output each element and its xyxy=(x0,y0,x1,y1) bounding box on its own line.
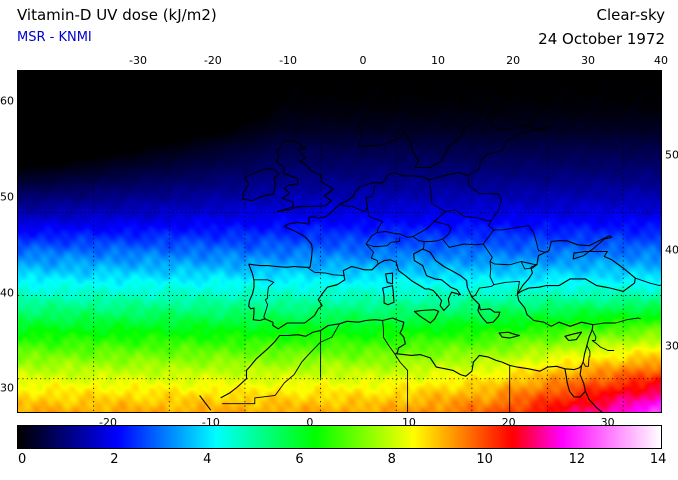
coastline xyxy=(134,74,216,101)
coastline xyxy=(564,331,583,342)
axis-tick-top: -10 xyxy=(279,54,298,67)
coastline xyxy=(635,277,661,287)
axis-tick-right: 50 xyxy=(665,148,678,162)
coastline xyxy=(582,356,590,367)
colorbar-tick: 12 xyxy=(568,452,586,467)
coastline xyxy=(498,331,521,339)
coastline xyxy=(516,293,594,366)
coastline xyxy=(382,320,397,355)
coastline-paths xyxy=(134,71,661,412)
axis-tick-left: 40 xyxy=(0,286,14,300)
coastline xyxy=(442,219,495,248)
coastline xyxy=(482,243,537,266)
colorbar-tick: 2 xyxy=(110,452,119,467)
axis-tick-left: 60 xyxy=(0,94,14,108)
coastline xyxy=(428,179,446,212)
coastline xyxy=(382,285,395,306)
axis-tick-left: 50 xyxy=(0,190,14,204)
coastline xyxy=(422,241,425,251)
coastline xyxy=(377,231,425,242)
coastline xyxy=(220,317,583,399)
coastline xyxy=(516,235,636,295)
colorbar-tick: 6 xyxy=(295,452,304,467)
colorbar-tick: 10 xyxy=(476,452,493,467)
page-title: Vitamin-D UV dose (kJ/m2) xyxy=(17,6,217,24)
colorbar-tick-labels: 0 2 4 6 8 10 12 14 xyxy=(17,452,666,470)
axis-tick-top: -20 xyxy=(203,54,222,67)
coastline xyxy=(365,243,379,265)
condition-label: Clear-sky xyxy=(596,6,665,24)
axis-tick-right: 40 xyxy=(665,243,678,257)
coastline xyxy=(199,395,212,411)
coastline xyxy=(433,209,492,222)
colorbar-tick: 0 xyxy=(18,452,27,467)
coastline xyxy=(365,232,401,247)
coastline xyxy=(358,82,552,169)
colorbar-tick: 8 xyxy=(387,452,396,467)
axis-tick-top: 0 xyxy=(359,54,367,67)
axis-tick-top: -30 xyxy=(128,54,147,67)
axis-tick-top: 30 xyxy=(581,54,596,67)
axis-tick-bottom: 0 xyxy=(306,416,314,429)
coastline xyxy=(586,345,591,357)
coastline xyxy=(306,266,345,277)
coastline xyxy=(365,197,384,233)
coastline xyxy=(520,261,538,270)
axis-tick-top: 40 xyxy=(654,54,668,67)
coastline xyxy=(254,279,275,319)
date-label: 24 October 1972 xyxy=(538,30,665,48)
source-label: MSR - KNMI xyxy=(17,30,92,45)
coastline xyxy=(413,309,440,324)
graticule-grid xyxy=(18,71,661,412)
map-overlay xyxy=(18,71,661,412)
coastline xyxy=(357,71,432,147)
coastline xyxy=(248,248,501,330)
coastline xyxy=(222,323,340,405)
colorbar-tick: 14 xyxy=(649,452,667,467)
colorbar-gradient xyxy=(17,425,662,449)
coastline xyxy=(592,317,641,326)
axis-tick-top: 10 xyxy=(431,54,445,67)
coastline xyxy=(579,365,603,412)
colorbar-tick: 4 xyxy=(203,452,212,467)
coastline xyxy=(591,329,615,351)
axis-tick-top: 20 xyxy=(506,54,521,67)
coastline xyxy=(493,225,546,253)
axis-tick-right: 30 xyxy=(665,339,678,353)
coastline xyxy=(394,353,409,412)
coastline xyxy=(248,126,552,268)
axis-tick-left: 30 xyxy=(0,381,14,395)
map-plot-area xyxy=(17,70,662,413)
coastline xyxy=(412,221,452,242)
coastline xyxy=(276,140,334,213)
coastline xyxy=(467,175,502,221)
colorbar xyxy=(17,425,662,449)
coastline xyxy=(564,368,586,398)
coastline xyxy=(242,168,280,202)
coastline xyxy=(493,280,520,294)
coastline xyxy=(471,261,495,298)
coastline xyxy=(385,272,394,285)
